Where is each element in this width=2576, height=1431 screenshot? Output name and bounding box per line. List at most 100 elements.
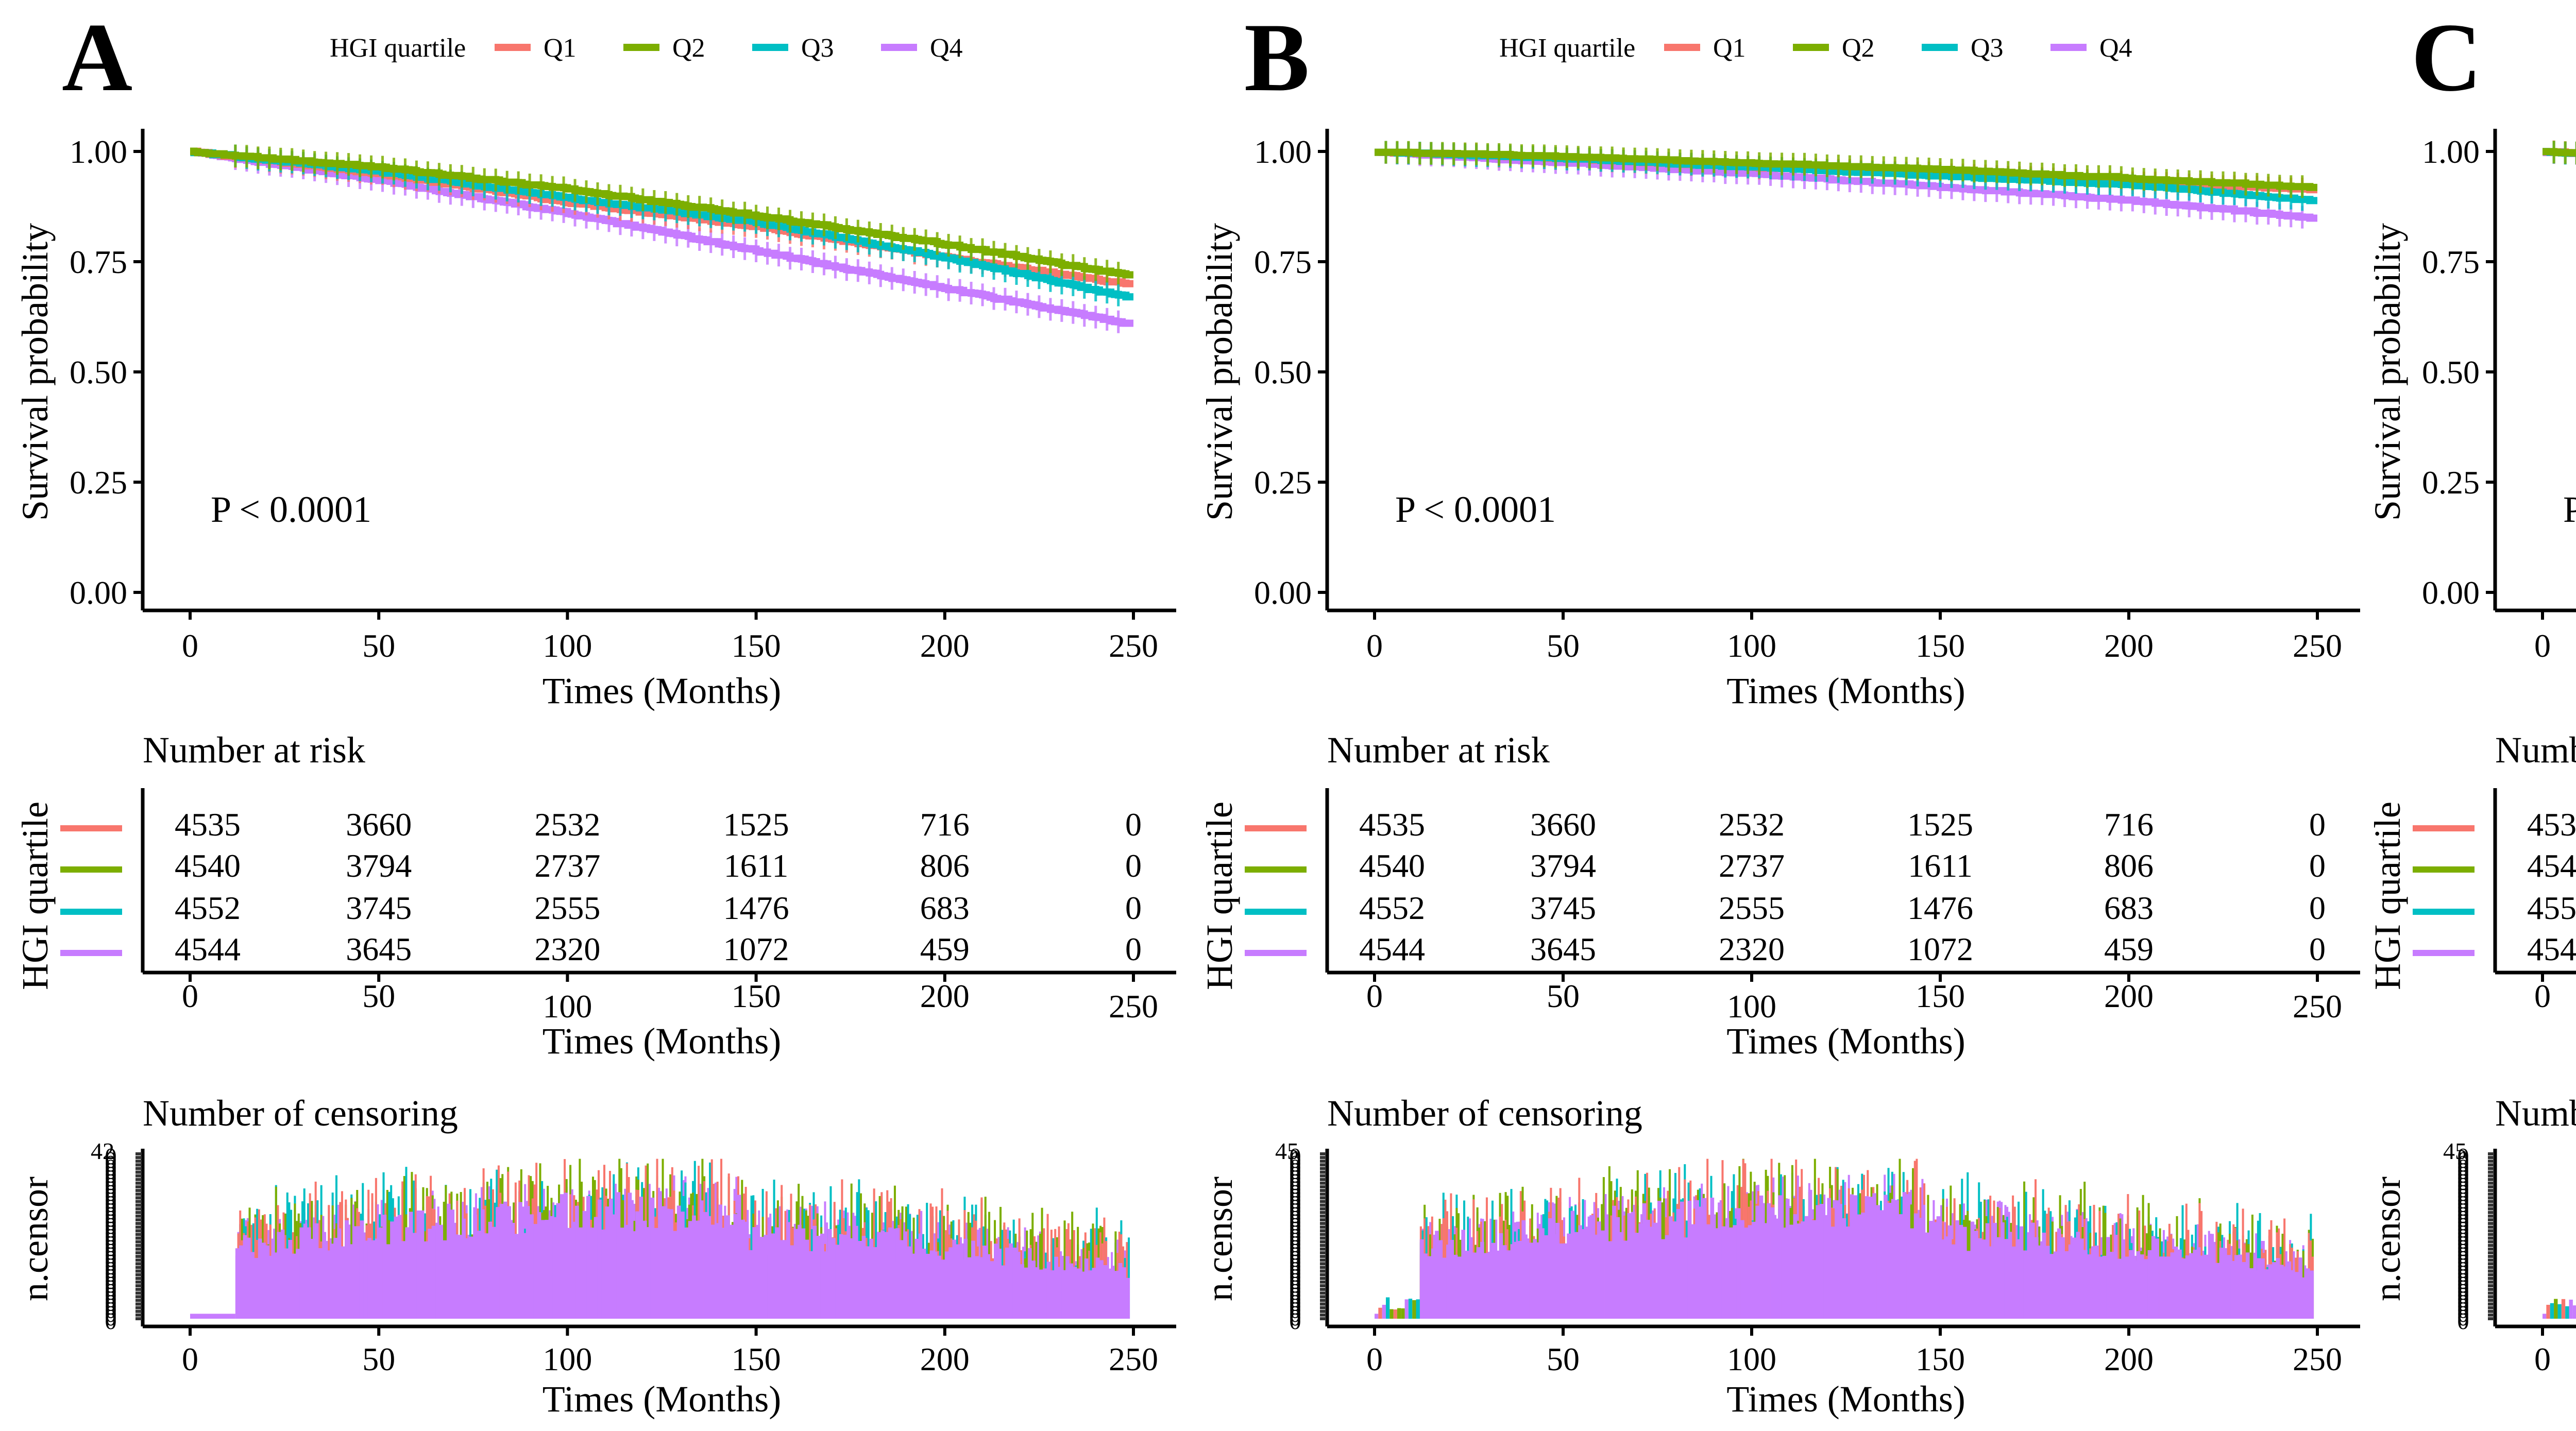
censor-bar-q4 (413, 1233, 417, 1319)
censor-bar (1408, 1299, 1413, 1319)
censor-bar-q4 (2306, 1268, 2310, 1319)
risk-cell: 0 (2309, 890, 2326, 926)
censor-bar-q4 (1801, 1221, 1805, 1319)
censor-bar-q4 (1778, 1195, 1782, 1319)
risk-table: Number at risk45353660253215257160454037… (2367, 729, 2576, 1014)
censor-bar-q4 (1487, 1252, 1492, 1319)
censor-bar-q4 (246, 1237, 251, 1319)
censor-bar-q4 (1589, 1215, 1594, 1319)
censor-bar-q4 (854, 1225, 858, 1319)
censor-bar-q4 (658, 1191, 662, 1319)
legend-item-q4[interactable]: Q4 (2050, 33, 2132, 63)
censor-y-tick-label: 0 (105, 1202, 117, 1228)
risk-cell: 1525 (723, 806, 789, 843)
y-tick-label: 1.00 (1254, 133, 1312, 170)
censor-bar-q4 (333, 1238, 338, 1319)
censor-bar-q2 (1041, 1207, 1043, 1319)
censoring-title: Number of censoring (1327, 1093, 1642, 1134)
censor-bar-q4 (941, 1259, 945, 1319)
censor-y-tick-label: 0 (1290, 1256, 1301, 1283)
censor-bar-q4 (511, 1222, 515, 1319)
censor-bar-q4 (1461, 1230, 1466, 1319)
censor-bar-q4 (1831, 1226, 1835, 1319)
censor-y-tick-label: 0 (1290, 1180, 1301, 1206)
risk-cell: 806 (2104, 847, 2154, 884)
censor-bar-q4 (375, 1238, 379, 1319)
censor-y-tick-label: 0 (2458, 1157, 2469, 1184)
censor-y-max-label: 45 (1275, 1138, 1299, 1164)
censor-y-tick-label: 0 (1290, 1165, 1301, 1191)
risk-cell: 4535 (175, 806, 241, 843)
legend-item-q1[interactable]: Q1 (1664, 33, 1746, 63)
censor-bar-q4 (635, 1211, 639, 1319)
censor-bar-q4 (1861, 1213, 1865, 1319)
censor-bar-q4 (771, 1233, 775, 1319)
censor-bar-q4 (1431, 1248, 1435, 1319)
censor-bar-q4 (1838, 1204, 1843, 1319)
x-tick-label: 50 (362, 627, 395, 664)
legend: HGI quartile Q1 Q2 Q3 Q4 (1499, 33, 2132, 63)
censor-bar-q4 (1676, 1208, 1681, 1319)
censor-bar (2546, 1304, 2550, 1319)
legend-item-q2[interactable]: Q2 (623, 33, 705, 63)
x-tick-label: 200 (920, 627, 970, 664)
censor-y-tick-label: 0 (2458, 1289, 2469, 1316)
censor-bar-q4 (1970, 1221, 1975, 1319)
censor-bar-q4 (744, 1221, 749, 1319)
censor-y-tick-label: 0 (1290, 1293, 1301, 1320)
censor-bar-q4 (2227, 1255, 2231, 1319)
legend-label: Q1 (1713, 33, 1746, 63)
censor-bar-q4 (696, 1220, 700, 1319)
censor-bar-q4 (613, 1214, 617, 1319)
censor-bar-q4 (575, 1205, 579, 1319)
censor-bar-q4 (1559, 1243, 1564, 1319)
censor-bar-q4 (1084, 1258, 1089, 1319)
censor-y-tick-label: 0 (2458, 1238, 2469, 1265)
censor-bar-q4 (2027, 1232, 2031, 1319)
risk-cell: 1611 (1908, 847, 1973, 884)
censor-bar-q4 (250, 1252, 255, 1319)
censor-bar-q1 (941, 1188, 943, 1319)
legend-item-q3[interactable]: Q3 (1922, 33, 2004, 63)
legend-item-q4[interactable]: Q4 (881, 33, 963, 63)
censor-bar-q4 (284, 1248, 289, 1319)
censor-bar-q4 (2061, 1237, 2065, 1319)
censor-bar-q4 (975, 1256, 979, 1319)
legend-item-q2[interactable]: Q2 (1793, 33, 1875, 63)
y-tick-label: 0.75 (2422, 244, 2480, 280)
censor-bar-q4 (503, 1201, 507, 1319)
censor-bar-q4 (707, 1216, 711, 1319)
censor-bar-q4 (1759, 1195, 1764, 1319)
panel-a: A HGI quartile Q1 Q2 Q3 Q4 0.00 0.25 0.50 0.75 1.0… (14, 4, 1176, 1420)
censor-bar-q4 (1458, 1256, 1462, 1319)
censor-y-tick-label: 0 (2458, 1223, 2469, 1250)
risk-cell: 1072 (723, 931, 789, 967)
censor-y-tick-label: 0 (1290, 1157, 1301, 1184)
risk-cell: 2532 (1719, 806, 1785, 843)
censor-bar-q4 (1718, 1202, 1722, 1319)
censor-bar-q4 (292, 1253, 296, 1319)
censor-bar-q4 (2008, 1232, 2012, 1319)
censor-bar-q4 (1721, 1226, 1726, 1319)
censor-y-tick-label: 0 (1290, 1301, 1301, 1327)
censor-bar-q4 (318, 1248, 323, 1319)
censor-bar-q4 (518, 1202, 522, 1319)
censor-y-tick-label: 0 (105, 1220, 117, 1246)
panel-letter: C (2411, 4, 2482, 112)
censor-bar-q4 (748, 1250, 753, 1319)
risk-x-tick-label: 250 (1109, 988, 1158, 1025)
censor-bar-q4 (2287, 1261, 2292, 1319)
risk-x-tick-label: 150 (732, 978, 781, 1014)
censor-y-tick-label: 0 (2458, 1260, 2469, 1287)
legend-item-q1[interactable]: Q1 (495, 33, 577, 63)
censor-bar-q4 (2136, 1251, 2141, 1319)
censor-bar-q4 (556, 1203, 561, 1319)
legend-item-q3[interactable]: Q3 (752, 33, 834, 63)
censor-y-tick-label: 0 (1290, 1228, 1301, 1254)
censor-bar-q4 (1925, 1232, 1929, 1319)
censor-bar-q4 (1940, 1239, 1944, 1319)
censor-bar-q4 (1842, 1218, 1846, 1319)
censor-bar-q4 (688, 1221, 692, 1319)
